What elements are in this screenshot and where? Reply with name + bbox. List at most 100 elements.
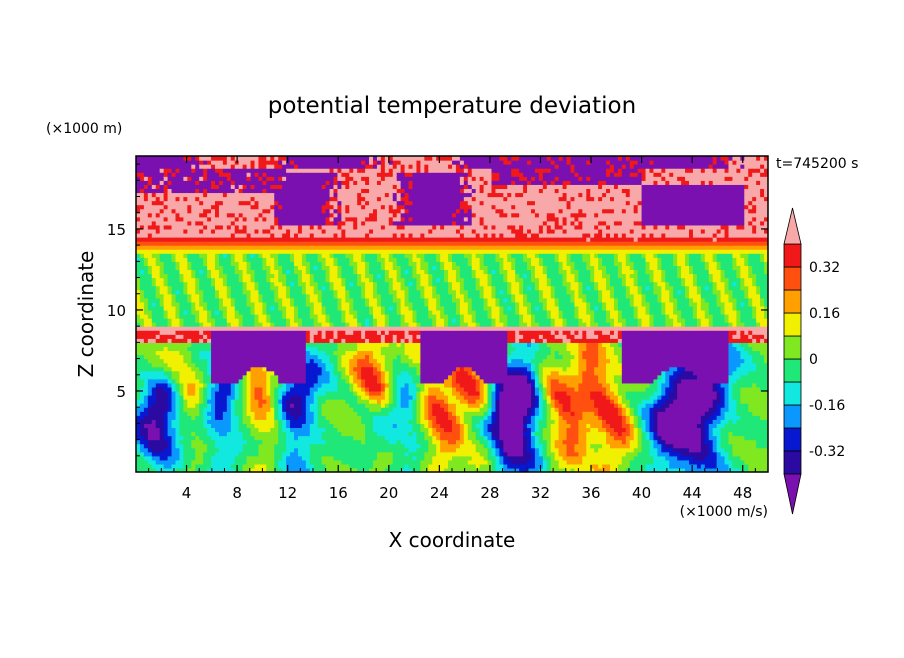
field-cell [313,253,319,258]
field-cell [226,322,232,327]
field-cell [199,451,204,457]
field-cell [199,330,204,335]
field-cell [175,257,181,262]
field-cell [175,415,181,420]
field-cell [155,390,161,396]
field-cell [230,346,236,352]
field-cell [270,176,275,181]
field-cell [155,216,161,222]
field-cell [290,342,295,348]
field-cell [301,390,307,396]
field-cell [226,309,232,315]
field-cell [171,435,177,441]
field-cell [286,342,291,348]
field-cell [215,212,220,218]
field-cell [270,399,275,404]
field-cell [369,269,374,275]
field-cell [203,374,208,380]
field-cell [155,273,161,279]
field-cell [143,330,149,335]
field-cell [380,403,386,408]
field-cell [250,257,256,262]
field-cell [369,160,374,165]
field-cell [163,447,169,453]
field-cell [163,257,169,262]
field-cell [365,196,370,202]
field-cell [226,216,232,222]
field-cell [242,241,248,246]
field-cell [286,168,291,173]
field-cell [262,338,267,343]
field-cell [199,257,204,262]
field-cell [286,285,291,291]
field-cell [325,382,331,388]
field-cell [380,216,386,222]
field-cell [278,301,283,307]
field-cell [139,188,145,194]
field-cell [250,366,256,372]
field-cell [230,309,236,315]
field-cell [179,370,184,376]
field-cell [282,305,287,311]
field-cell [384,208,390,214]
field-cell [183,232,188,238]
field-cell [301,459,307,465]
field-cell [159,224,165,230]
field-cell [238,237,244,242]
field-cell [136,200,141,206]
field-cell [195,443,200,449]
field-cell [278,314,283,319]
field-cell [373,164,378,169]
field-cell [183,196,188,202]
field-cell [143,192,149,198]
field-cell [337,423,342,429]
field-cell [297,289,303,295]
field-cell [159,180,165,185]
field-cell [151,196,157,202]
field-cell [218,346,224,352]
field-cell [353,180,358,185]
field-cell [262,374,267,380]
field-cell [282,196,287,202]
field-cell [187,301,192,307]
field-cell [337,447,342,453]
field-cell [373,338,378,343]
field-cell [329,366,335,372]
field-cell [143,370,149,376]
field-cell [226,208,232,214]
field-cell [143,334,149,339]
field-cell [147,350,153,356]
field-cell [171,382,177,388]
field-cell [218,382,224,388]
field-cell [341,237,346,242]
field-cell [317,419,323,424]
field-cell [376,382,382,388]
field-cell [357,281,362,287]
y-units-label: (×1000 m) [46,121,122,137]
field-cell [270,354,275,360]
field-cell [317,220,323,226]
field-cell [175,407,181,412]
field-cell [353,305,358,311]
field-cell [325,156,331,161]
field-cell [159,435,165,441]
field-cell [294,164,299,169]
field-cell [234,427,240,433]
field-cell [195,423,200,429]
field-cell [353,216,358,222]
field-cell [238,208,244,214]
field-cell [266,245,271,250]
field-cell [151,342,157,348]
field-cell [258,390,263,396]
field-cell [211,322,216,327]
field-cell [282,204,287,210]
field-cell [317,285,323,291]
field-cell [286,309,291,315]
field-cell [321,208,327,214]
field-cell [155,281,161,287]
field-cell [211,281,216,287]
field-cell [199,463,204,469]
field-cell [309,346,315,352]
field-cell [238,443,244,449]
field-cell [183,180,188,185]
